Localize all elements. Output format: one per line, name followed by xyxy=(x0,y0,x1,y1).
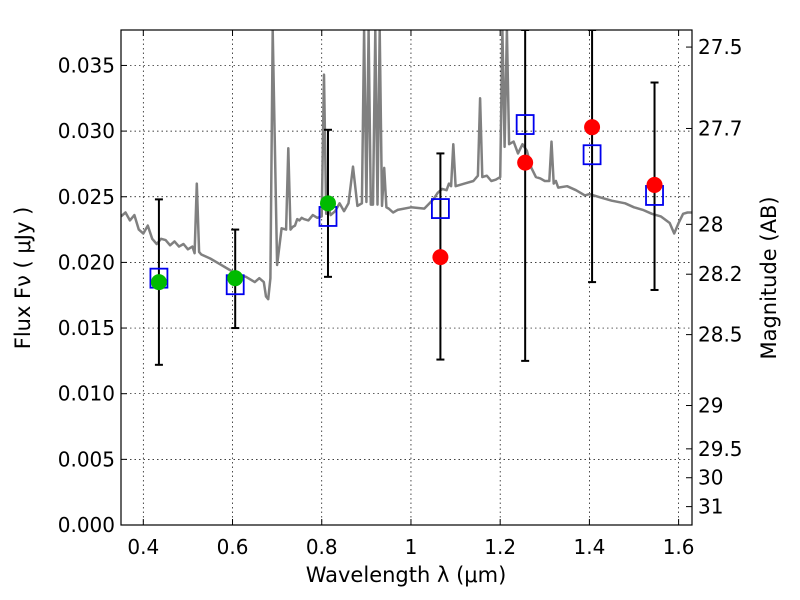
model-spectrum-line xyxy=(121,30,692,301)
photometry-point xyxy=(319,195,336,212)
x-tick-label: 1 xyxy=(405,535,418,559)
y-tick-label: 0.015 xyxy=(58,316,115,340)
y-tick-label: 0.025 xyxy=(58,185,115,209)
model-photometry-marker xyxy=(515,114,535,135)
model-photometry-marker xyxy=(582,144,602,166)
y-axis-label: Flux Fν ( μJy ) xyxy=(11,207,35,350)
right-tick-label: 29.5 xyxy=(698,437,743,461)
right-tick-label: 27.7 xyxy=(698,116,743,140)
right-tick-label: 29 xyxy=(698,394,723,418)
y-axis-right: 27.5 27.7 28 28.2 28.5 29 29.5 30 31 xyxy=(686,35,743,519)
x-axis-label: Wavelength λ (μm) xyxy=(306,563,507,587)
right-tick-label: 28 xyxy=(698,212,723,236)
x-tick-label: 0.6 xyxy=(217,535,249,559)
x-tick-label: 1.2 xyxy=(484,535,516,559)
y-axis-left: 0.000 0.005 0.010 0.015 0.020 0.025 0.030 0.035 xyxy=(58,53,127,537)
photometry-point xyxy=(227,270,244,287)
x-tick-label: 0.8 xyxy=(306,535,338,559)
x-tick-label: 1.4 xyxy=(573,535,605,559)
right-tick-label: 27.5 xyxy=(698,35,743,59)
y-axis-right-label: Magnitude (AB) xyxy=(757,196,781,359)
x-tick-label: 0.4 xyxy=(127,535,159,559)
grid xyxy=(121,30,692,526)
photometry-point xyxy=(432,249,449,266)
y-tick-label: 0.020 xyxy=(58,250,115,274)
y-tick-label: 0.030 xyxy=(58,119,115,143)
photometry-point xyxy=(646,176,663,193)
x-axis: 0.4 0.6 0.8 1 1.2 1.4 1.6 xyxy=(127,30,695,559)
model-photometry-marker xyxy=(431,198,450,219)
right-tick-label: 28.2 xyxy=(698,262,743,286)
x-tick-label: 1.6 xyxy=(663,535,695,559)
right-tick-label: 28.5 xyxy=(698,323,743,347)
photometry-point xyxy=(517,154,534,171)
y-tick-label: 0.035 xyxy=(58,53,115,77)
right-tick-label: 30 xyxy=(698,466,723,490)
photometry-point xyxy=(584,119,601,136)
photometry-point xyxy=(150,274,167,291)
y-tick-label: 0.000 xyxy=(58,513,115,537)
y-tick-label: 0.005 xyxy=(58,447,115,471)
plot-area xyxy=(121,30,692,366)
right-tick-label: 31 xyxy=(698,495,723,519)
y-tick-label: 0.010 xyxy=(58,382,115,406)
plot-frame xyxy=(120,29,693,526)
